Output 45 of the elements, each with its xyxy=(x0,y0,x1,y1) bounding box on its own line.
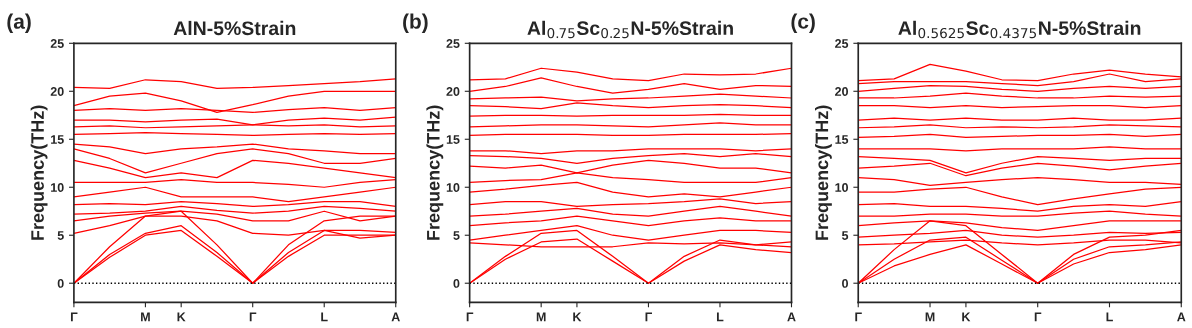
y-tick-label: 10 xyxy=(51,183,64,192)
x-tick-label: Γ xyxy=(466,312,474,322)
x-tick-label: K xyxy=(177,312,186,322)
x-tick-label: Γ xyxy=(855,312,862,322)
x-tick-label: M xyxy=(925,312,935,322)
y-tick-label: 20 xyxy=(835,87,849,96)
x-tick-label: K xyxy=(573,312,582,322)
text: (a) xyxy=(7,13,31,33)
y-tick-label: 15 xyxy=(446,135,460,144)
y-tick-label: 5 xyxy=(453,231,460,240)
chart-title: AlN-5%Strain xyxy=(173,20,296,36)
text: (b) xyxy=(403,13,428,33)
y-axis-title: Frequency(THz) xyxy=(815,105,832,240)
y-tick-label: 0 xyxy=(57,279,64,288)
x-tick-label: L xyxy=(321,312,328,322)
y-tick-label: 25 xyxy=(50,39,64,48)
x-tick-label: A xyxy=(787,312,796,322)
y-tick-label: 0 xyxy=(453,279,460,288)
y-tick-label: 5 xyxy=(841,231,849,240)
x-tick-label: L xyxy=(716,312,724,322)
text: (c) xyxy=(791,13,815,33)
y-tick-label: 5 xyxy=(57,231,64,240)
y-tick-label: 15 xyxy=(51,135,64,144)
x-tick-label: Γ xyxy=(249,312,257,322)
x-tick-label: Γ xyxy=(70,312,78,322)
y-tick-label: 10 xyxy=(835,183,849,192)
y-axis-title: Frequency(THz) xyxy=(30,105,48,240)
y-axis-title: Frequency(THz) xyxy=(426,105,444,240)
x-tick-label: K xyxy=(962,312,971,322)
y-tick-label: 10 xyxy=(446,183,460,192)
y-tick-label: 0 xyxy=(842,279,849,288)
x-tick-label: Γ xyxy=(1034,312,1042,322)
y-tick-label: 15 xyxy=(835,135,849,144)
x-tick-label: A xyxy=(1177,312,1186,322)
y-tick-label: 25 xyxy=(446,39,460,48)
x-tick-label: A xyxy=(391,312,400,322)
x-tick-label: M xyxy=(141,312,150,322)
y-tick-label: 20 xyxy=(50,87,64,96)
y-tick-label: 25 xyxy=(835,39,849,48)
chart-title: Al$_{0.75}$Sc$_{0.25}$N-5%Strain xyxy=(527,20,733,39)
x-tick-label: Γ xyxy=(645,312,652,322)
x-tick-label: M xyxy=(536,312,546,322)
y-tick-label: 20 xyxy=(446,87,460,96)
x-tick-label: L xyxy=(1106,312,1113,322)
chart-title: Al$_{0.5625}$Sc$_{0.4375}$N-5%Strain xyxy=(898,20,1141,39)
